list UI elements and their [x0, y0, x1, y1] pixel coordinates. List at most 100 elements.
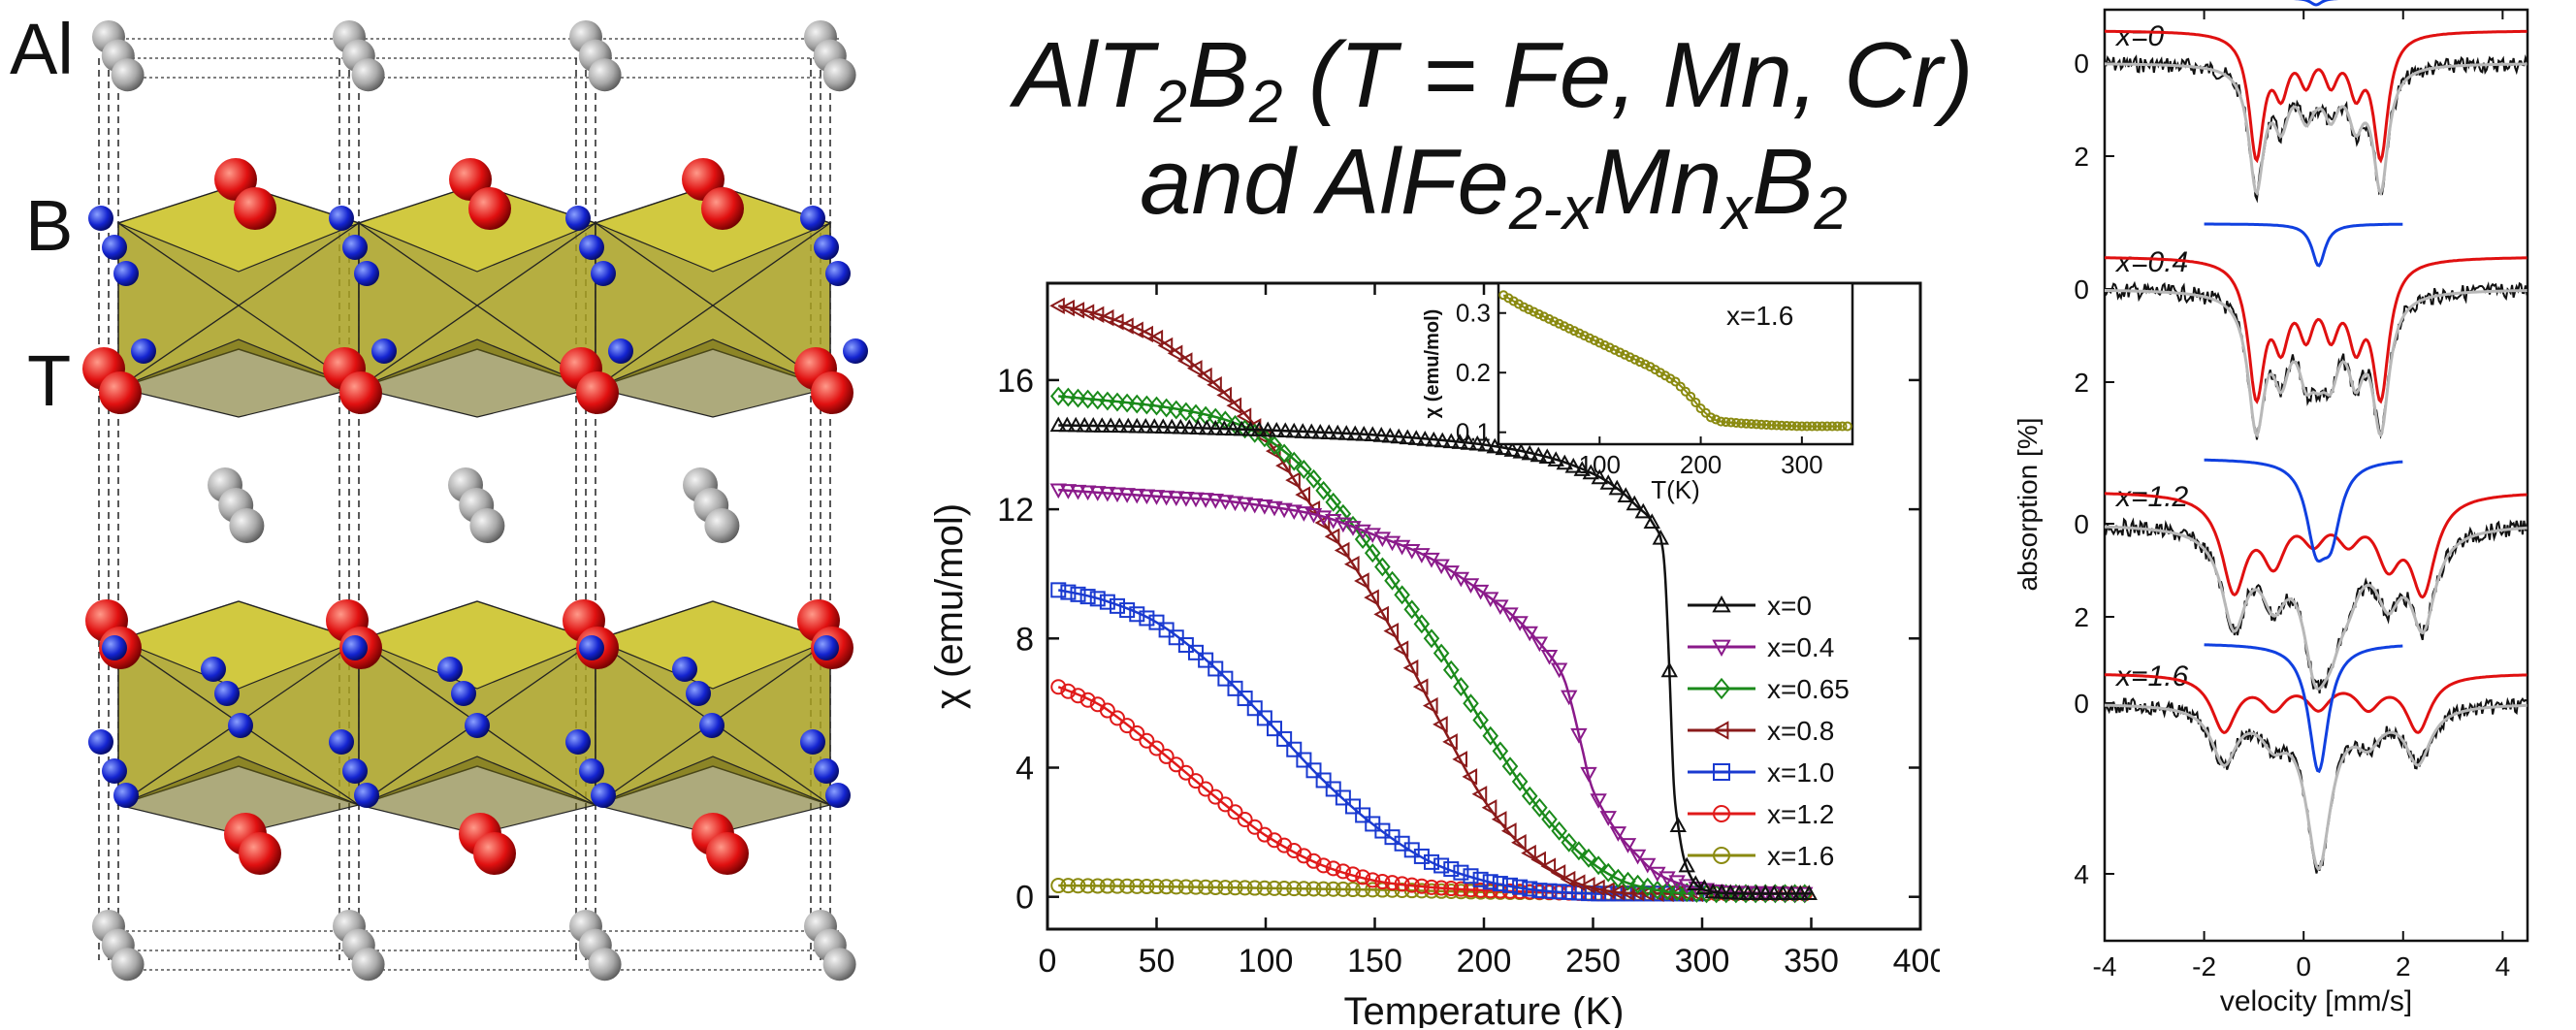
b-atom — [342, 635, 368, 660]
measured-data — [2104, 280, 2528, 440]
data-point — [1384, 875, 1401, 891]
y-tick-label: 2 — [2074, 602, 2089, 632]
data-point — [1315, 881, 1332, 897]
data-point — [1079, 878, 1096, 894]
data-point — [1099, 702, 1115, 719]
data-point — [1452, 751, 1467, 768]
inset-annotation: x=1.6 — [1726, 301, 1793, 331]
data-point — [1237, 811, 1253, 827]
b-atom — [113, 783, 139, 808]
data-point — [1208, 879, 1224, 895]
data-point — [1207, 419, 1224, 435]
data-point — [1267, 880, 1282, 896]
data-point — [1246, 819, 1263, 835]
data-point — [1060, 878, 1077, 894]
data-point — [1067, 416, 1084, 433]
x-tick-label: -4 — [2093, 951, 2117, 982]
data-point — [1109, 487, 1126, 503]
data-point — [1325, 781, 1341, 797]
data-point — [1335, 881, 1351, 897]
data-point — [1343, 556, 1360, 573]
mossbauer-chart: -4 -2 0 2 4 velocity [mm/s] absorption [%] 0 2 x=… — [2012, 0, 2529, 1017]
data-point — [1522, 881, 1538, 897]
data-point — [1286, 881, 1303, 897]
data-point — [1275, 502, 1293, 519]
data-point — [1256, 499, 1273, 515]
data-point — [1481, 799, 1497, 817]
data-point — [1372, 427, 1390, 442]
y-tick-label: 4 — [2074, 859, 2089, 889]
data-point — [1413, 878, 1430, 894]
data-point — [1050, 679, 1067, 695]
inset-series-line — [1502, 294, 1843, 428]
inset-y-tick-label: 0.3 — [1456, 299, 1491, 328]
inset-data-point — [1594, 338, 1605, 348]
data-point — [1189, 419, 1207, 435]
data-point — [1394, 876, 1410, 892]
data-point — [1098, 308, 1114, 327]
t-atom — [473, 832, 516, 875]
inset-data-point — [1842, 421, 1852, 432]
data-point — [1145, 418, 1163, 434]
data-point — [1482, 725, 1499, 746]
inset-data-point — [1524, 305, 1534, 315]
data-point — [1079, 485, 1097, 501]
fit-component-red — [2105, 256, 2528, 404]
data-point — [1227, 804, 1243, 821]
data-point — [1119, 602, 1136, 619]
data-point — [1591, 885, 1607, 902]
data-point — [1329, 424, 1346, 440]
inset-data-point — [1549, 316, 1560, 327]
data-point — [1320, 424, 1337, 440]
y-tick-label: 8 — [1015, 621, 1034, 658]
data-point — [1570, 727, 1588, 744]
data-point — [1453, 677, 1469, 696]
data-point — [1423, 628, 1440, 649]
data-point — [1451, 434, 1468, 449]
b-atom — [579, 635, 604, 660]
data-point — [1346, 425, 1364, 441]
data-point — [1217, 670, 1234, 687]
data-point — [1084, 417, 1102, 433]
data-point — [1129, 878, 1145, 894]
data-point — [1147, 329, 1164, 347]
data-point — [1118, 488, 1136, 503]
data-point — [1158, 398, 1175, 418]
data-point — [1259, 421, 1276, 437]
legend-label: x=1.2 — [1767, 799, 1834, 829]
legend-marker — [1713, 763, 1730, 781]
y-tick-label: 2 — [2074, 368, 2089, 398]
data-point — [1345, 798, 1361, 815]
data-point — [1355, 869, 1371, 885]
b-atom — [228, 713, 253, 738]
al-atom — [351, 948, 385, 982]
inset-data-point — [1584, 333, 1594, 343]
data-point — [1177, 491, 1195, 507]
inset-data-point — [1635, 357, 1645, 368]
data-point — [1285, 422, 1303, 438]
inset-data-point — [1686, 391, 1696, 402]
data-point — [1276, 730, 1293, 747]
inset-data-point — [1675, 381, 1686, 392]
data-point — [1304, 507, 1323, 524]
data-point — [1276, 422, 1294, 438]
data-point — [1208, 789, 1224, 805]
data-point — [1626, 495, 1643, 511]
data-point — [1069, 484, 1087, 500]
b-atom — [371, 338, 397, 364]
data-point — [1050, 878, 1067, 894]
data-point — [1241, 420, 1259, 436]
data-point — [1433, 432, 1451, 448]
inset-x-tick-label: 300 — [1781, 450, 1822, 479]
fit-envelope — [2105, 289, 2528, 438]
inset-x-tick-label: 200 — [1680, 450, 1722, 479]
data-point — [1424, 879, 1439, 895]
data-point — [1652, 530, 1669, 545]
data-point — [1286, 741, 1303, 757]
b-atom — [342, 758, 368, 784]
data-point — [1148, 396, 1165, 416]
inset-data-point — [1564, 323, 1574, 334]
data-point — [1110, 878, 1125, 894]
data-point — [1433, 643, 1450, 663]
inset-y-tick-label: 0.2 — [1456, 358, 1491, 387]
